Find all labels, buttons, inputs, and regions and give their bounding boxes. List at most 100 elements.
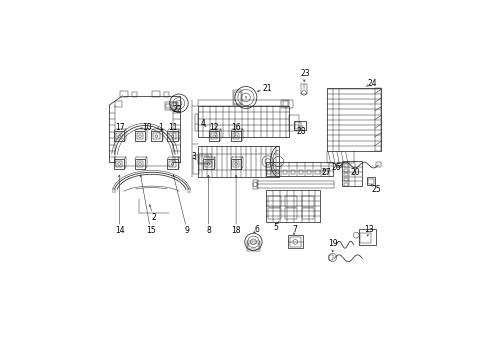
Text: 28: 28 [296,127,306,136]
Bar [283,170,287,174]
Bar [343,169,347,172]
Bar [291,170,295,174]
Text: 9: 9 [185,226,190,235]
Text: 15: 15 [146,226,155,235]
Bar [376,162,381,167]
Bar [114,131,124,141]
Bar [285,195,297,207]
Bar [315,170,319,174]
Text: 19: 19 [329,239,338,248]
Text: 1: 1 [159,123,163,132]
Bar [233,90,243,105]
Bar [367,177,375,185]
Bar [302,195,314,207]
Bar [285,208,297,219]
Text: 14: 14 [115,226,124,235]
Bar [153,133,160,139]
Bar [231,131,241,141]
Bar [269,195,281,207]
Bar [252,180,258,189]
Text: 12: 12 [209,123,219,132]
Bar [197,99,289,106]
Bar [360,233,371,243]
Bar [283,101,288,107]
Bar [151,91,160,96]
Bar [197,106,289,137]
Bar [151,131,162,141]
Bar [290,237,301,247]
Text: 5: 5 [273,223,278,232]
Bar [203,159,214,169]
Bar [359,229,376,245]
Bar [299,170,303,174]
Bar [281,99,293,108]
Bar [169,133,176,139]
Text: 18: 18 [231,226,241,235]
Bar [233,161,240,167]
Bar [211,133,218,139]
Bar [165,102,176,110]
Bar [135,159,145,169]
Bar [137,133,143,139]
Bar [205,161,212,167]
Text: 8: 8 [206,226,211,235]
Bar [231,159,241,169]
Bar [172,103,177,109]
Bar [194,155,198,174]
Text: 27: 27 [322,168,332,177]
Bar [120,91,128,96]
Text: 7: 7 [292,225,297,234]
Bar [343,178,347,181]
Bar [197,154,211,164]
Bar [342,161,362,186]
Text: 16: 16 [231,123,241,132]
Bar [171,102,178,110]
Bar [269,208,281,219]
Bar [197,146,278,177]
Bar [266,162,333,176]
Bar [199,156,209,163]
Bar [135,131,145,141]
Bar [247,241,260,251]
Text: 2: 2 [151,212,156,221]
Bar [195,114,198,131]
Bar [323,170,328,174]
Bar [266,190,320,222]
Text: 11: 11 [168,123,177,132]
Text: 17: 17 [115,123,124,132]
Bar [166,104,171,108]
Bar [275,170,279,174]
Bar [302,208,314,219]
Bar [168,159,178,169]
Bar [169,161,176,167]
Bar [257,181,334,188]
Bar [288,235,302,248]
Bar [132,92,137,96]
Bar [164,92,169,96]
Bar [115,101,122,107]
Bar [343,164,347,167]
Bar [295,122,301,129]
Text: 25: 25 [371,185,381,194]
Bar [289,116,299,131]
Bar [307,170,312,174]
Bar [343,174,347,176]
Bar [294,121,306,130]
Text: 26: 26 [332,163,341,172]
Bar [209,131,220,141]
Bar [267,170,271,174]
Bar [248,243,259,249]
Text: 21: 21 [262,84,272,93]
Text: 22: 22 [173,105,182,114]
Bar [114,159,124,169]
Text: 24: 24 [367,78,377,87]
Text: 13: 13 [364,225,374,234]
Bar [343,183,347,185]
Bar [329,255,333,260]
Text: 20: 20 [351,168,361,177]
Bar [116,161,122,167]
Bar [116,133,122,139]
Text: 6: 6 [254,225,259,234]
Bar [233,133,240,139]
Bar [137,161,143,167]
